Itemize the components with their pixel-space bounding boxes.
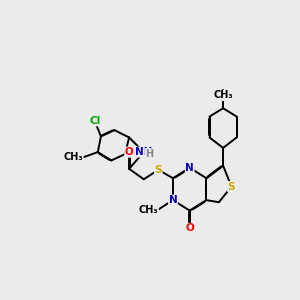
Text: O: O: [125, 147, 134, 157]
Text: S: S: [154, 165, 162, 175]
Text: O: O: [185, 223, 194, 233]
Text: N: N: [185, 163, 194, 173]
Text: H: H: [145, 149, 153, 159]
Text: CH₃: CH₃: [213, 91, 233, 100]
Text: S: S: [228, 182, 235, 191]
Text: NH: NH: [135, 147, 152, 157]
Text: CH₃: CH₃: [139, 205, 158, 214]
Text: Cl: Cl: [89, 116, 100, 126]
Text: CH₃: CH₃: [64, 152, 83, 162]
Text: N: N: [169, 195, 177, 205]
